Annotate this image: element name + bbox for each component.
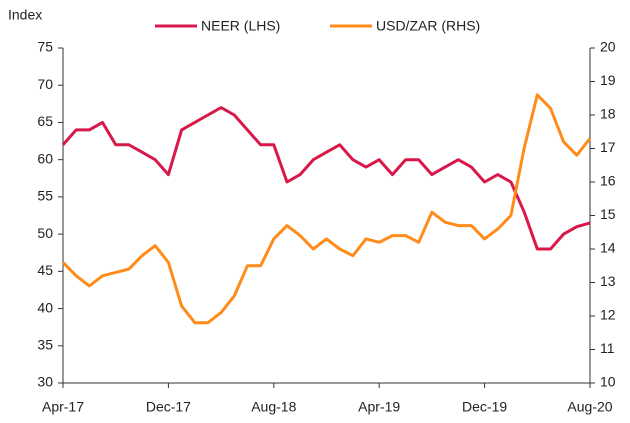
x-tick-label: Apr-17 bbox=[42, 399, 84, 415]
y-tick-label: 75 bbox=[37, 39, 53, 55]
y-tick-label: 70 bbox=[37, 76, 53, 92]
x-tick-label: Dec-17 bbox=[146, 399, 191, 415]
y-tick-label: 40 bbox=[37, 299, 53, 315]
y-tick-label: 30 bbox=[37, 374, 53, 390]
line-series bbox=[61, 106, 591, 251]
y-axis-label: Index bbox=[8, 7, 42, 23]
y-tick-label: 50 bbox=[37, 225, 53, 241]
y2-tick-label: 13 bbox=[600, 273, 616, 289]
y2-tick-label: 19 bbox=[600, 72, 616, 88]
y2-tick-label: 16 bbox=[600, 173, 616, 189]
legend-label: USD/ZAR (RHS) bbox=[376, 18, 480, 34]
y2-tick-label: 17 bbox=[600, 139, 616, 155]
x-tick-label: Apr-19 bbox=[358, 399, 400, 415]
y-tick-label: 55 bbox=[37, 188, 53, 204]
y-tick-label: 60 bbox=[37, 150, 53, 166]
y2-tick-label: 11 bbox=[600, 340, 615, 356]
y2-tick-label: 15 bbox=[600, 206, 616, 222]
x-tick-label: Dec-19 bbox=[462, 399, 507, 415]
y-tick-label: 45 bbox=[37, 262, 53, 278]
line-series bbox=[61, 93, 592, 325]
y2-tick-label: 14 bbox=[600, 240, 616, 256]
legend-label: NEER (LHS) bbox=[201, 18, 280, 34]
y2-tick-label: 12 bbox=[600, 307, 616, 323]
x-tick-label: Aug-20 bbox=[567, 399, 612, 415]
y2-tick-label: 20 bbox=[600, 39, 616, 55]
y2-tick-label: 10 bbox=[600, 374, 616, 390]
y-tick-label: 65 bbox=[37, 113, 53, 129]
x-tick-label: Aug-18 bbox=[251, 399, 296, 415]
y2-tick-label: 18 bbox=[600, 106, 616, 122]
y-tick-label: 35 bbox=[37, 336, 53, 352]
